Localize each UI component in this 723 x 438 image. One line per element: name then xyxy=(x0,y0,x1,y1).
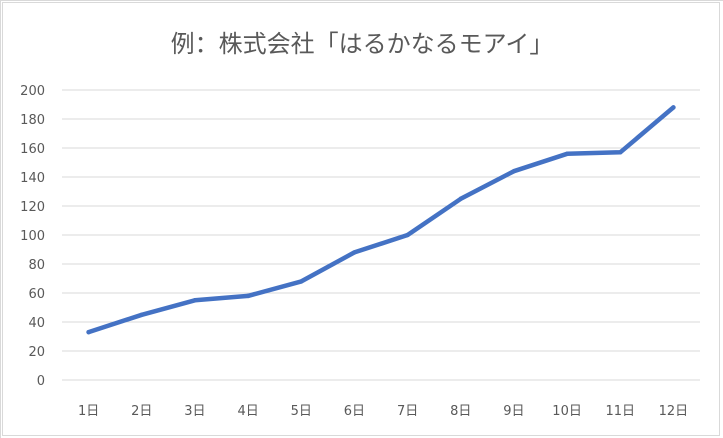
x-tick-label: 4日 xyxy=(237,404,258,419)
data-point xyxy=(245,293,251,299)
series-line-0 xyxy=(86,105,676,335)
data-point xyxy=(192,298,198,303)
x-tick-label: 9日 xyxy=(503,404,524,419)
x-tick-label: 1日 xyxy=(78,404,99,419)
y-tick-label: 0 xyxy=(37,374,45,389)
data-point xyxy=(86,329,91,335)
x-tick-label: 6日 xyxy=(344,404,365,419)
y-tick-label: 60 xyxy=(28,287,45,302)
data-point xyxy=(405,232,410,238)
y-tick-label: 200 xyxy=(20,84,45,99)
data-point xyxy=(352,250,357,255)
sheet-edge-left xyxy=(0,0,1,438)
data-point xyxy=(618,150,623,155)
x-tick-label: 12日 xyxy=(659,404,689,419)
data-point xyxy=(564,151,570,156)
data-point xyxy=(139,312,144,317)
y-tick-label: 40 xyxy=(28,316,45,331)
y-tick-label: 80 xyxy=(28,258,45,273)
data-point xyxy=(299,279,304,284)
x-tick-label: 11日 xyxy=(605,404,635,419)
x-tick-label: 2日 xyxy=(131,404,152,419)
x-tick-label: 3日 xyxy=(184,404,205,419)
y-tick-label: 160 xyxy=(20,142,45,157)
chart-title: 例：株式会社「はるかなるモアイ」 xyxy=(171,30,554,58)
y-tick-label: 100 xyxy=(20,229,45,244)
y-tick-label: 180 xyxy=(20,113,45,128)
x-tick-label: 7日 xyxy=(397,404,418,419)
y-axis-ticks: 0 20 40 60 80 100 120 140 160 180 200 xyxy=(20,84,45,389)
data-point xyxy=(458,196,463,201)
data-point xyxy=(511,169,517,174)
x-tick-label: 5日 xyxy=(291,404,312,419)
x-axis-ticks: 1日 2日 3日 4日 5日 6日 7日 8日 9日 10日 11日 12日 xyxy=(78,404,688,419)
x-tick-label: 8日 xyxy=(450,404,471,419)
y-tick-label: 140 xyxy=(20,171,45,186)
series-lines xyxy=(86,105,676,335)
gridlines xyxy=(62,89,700,381)
y-tick-label: 20 xyxy=(28,345,45,360)
x-tick-label: 10日 xyxy=(552,404,582,419)
data-point xyxy=(671,105,676,110)
sheet-edge-top xyxy=(0,0,723,1)
y-tick-label: 120 xyxy=(20,200,45,215)
